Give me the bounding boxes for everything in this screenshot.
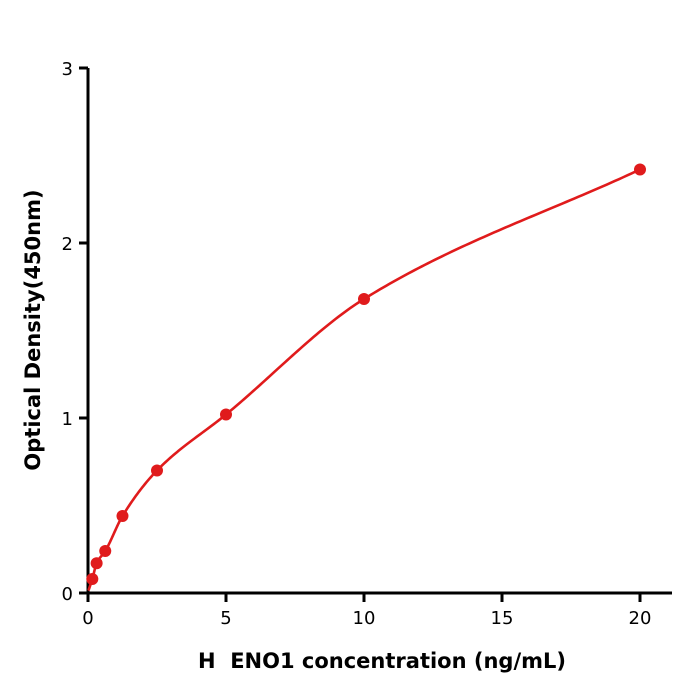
y-axis-title: Optical Density(450nm): [21, 189, 45, 470]
x-tick-label: 15: [491, 608, 514, 629]
y-tick-label: 2: [62, 234, 73, 255]
data-point: [99, 545, 112, 557]
y-tick-label: 0: [62, 584, 73, 605]
x-axis-title: H ENO1 concentration (ng/mL): [198, 649, 566, 673]
axes-group: 0 1 2 3 0 5 10 15 20: [62, 59, 672, 629]
data-points-group: [86, 163, 646, 585]
data-point: [220, 408, 232, 421]
data-point: [151, 464, 163, 477]
fit-curve-group: [87, 168, 642, 591]
data-point: [116, 510, 129, 522]
data-point: [634, 163, 646, 176]
data-point: [358, 293, 370, 305]
x-tick-label: 20: [629, 608, 652, 629]
data-point: [90, 557, 103, 570]
data-point: [86, 573, 99, 585]
y-tick-label: 3: [62, 59, 73, 80]
x-tick-label: 0: [82, 608, 93, 629]
fit-curve-line: [87, 168, 642, 591]
x-tick-label: 10: [353, 608, 376, 629]
y-tick-label: 1: [62, 409, 73, 430]
x-tick-label: 5: [220, 608, 231, 629]
